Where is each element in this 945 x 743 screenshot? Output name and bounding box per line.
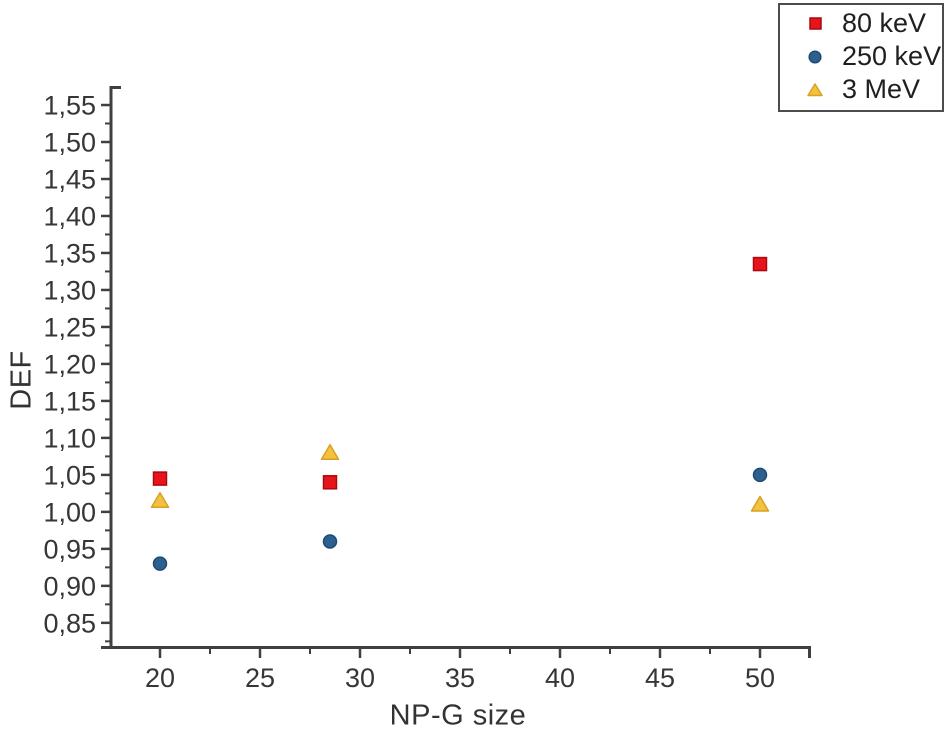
legend-label: 80 keV <box>842 8 927 38</box>
x-tick-label: 40 <box>545 663 575 693</box>
data-point-250-kev <box>152 556 168 571</box>
y-tick-label: 0,85 <box>43 608 96 638</box>
y-tick-label: 1,00 <box>43 497 96 527</box>
y-tick-label: 1,40 <box>43 201 96 231</box>
legend-label: 3 MeV <box>842 74 921 104</box>
data-point-250-kev <box>752 467 768 483</box>
y-tick-label: 1,05 <box>43 460 96 490</box>
x-tick-label: 50 <box>745 663 775 693</box>
y-tick-label: 1,15 <box>43 386 96 416</box>
y-tick-label: 1,55 <box>43 91 96 121</box>
y-tick-label: 0,90 <box>43 571 96 601</box>
data-point-80-kev <box>752 256 768 272</box>
x-tick-label: 20 <box>145 663 175 693</box>
x-tick-label: 45 <box>645 663 675 693</box>
data-point-3-mev <box>150 492 170 509</box>
legend: 80 keV 250 keV 3 MeV <box>778 3 944 112</box>
data-point-80-kev <box>322 475 338 490</box>
y-tick-label: 1,10 <box>43 423 96 453</box>
legend-item-250kev: 250 keV <box>780 40 942 73</box>
circle-marker-icon <box>806 48 824 66</box>
square-marker-icon <box>806 15 824 33</box>
y-tick-label: 0,95 <box>43 534 96 564</box>
legend-item-3mev: 3 MeV <box>780 73 942 106</box>
y-tick-label: 1,45 <box>43 164 96 194</box>
y-tick-label: 1,25 <box>43 312 96 342</box>
y-tick-label: 1,35 <box>43 238 96 268</box>
y-axis-title: DEF <box>5 350 38 410</box>
data-point-80-kev <box>152 471 168 486</box>
triangle-marker-icon <box>806 81 824 99</box>
y-tick-label: 1,30 <box>43 275 96 305</box>
x-axis-title: NP-G size <box>389 699 527 732</box>
x-tick-label: 25 <box>245 663 275 693</box>
y-tick-label: 1,50 <box>43 128 96 158</box>
x-tick-label: 35 <box>445 663 475 693</box>
legend-label: 250 keV <box>842 41 942 71</box>
x-tick-label: 30 <box>345 663 375 693</box>
y-tick-label: 1,20 <box>43 349 96 379</box>
legend-item-80kev: 80 keV <box>780 7 942 40</box>
data-point-3-mev <box>320 443 340 460</box>
data-point-250-kev <box>322 534 338 549</box>
data-point-3-mev <box>750 495 770 512</box>
